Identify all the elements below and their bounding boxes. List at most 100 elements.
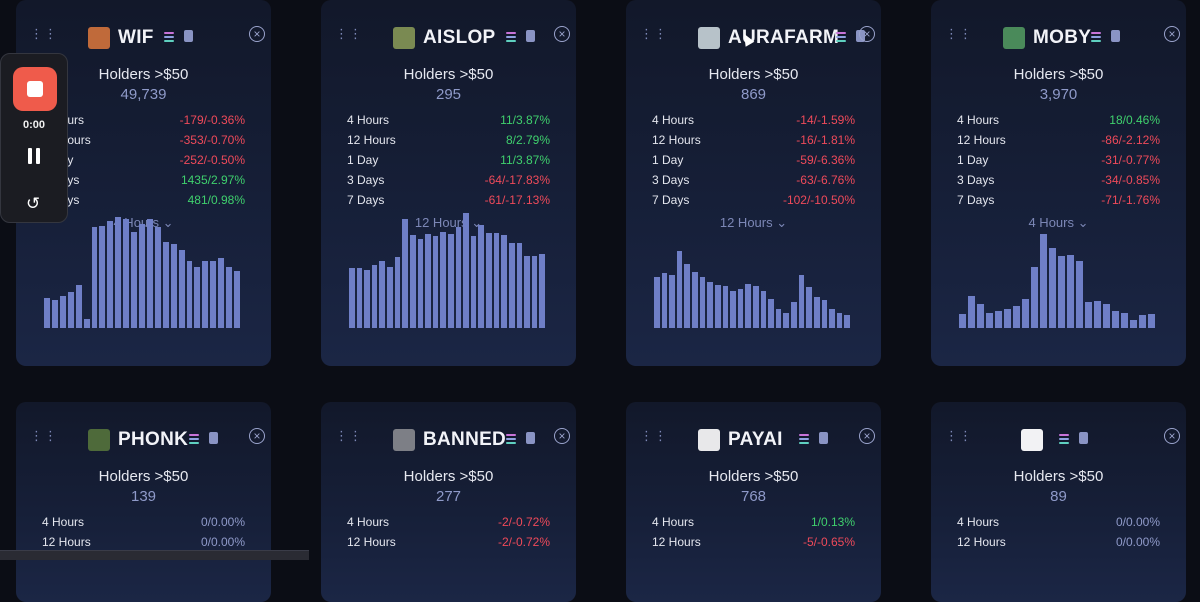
token-name[interactable]: AURAFARM bbox=[728, 27, 840, 48]
chart-bar bbox=[170, 244, 177, 328]
chart-bar bbox=[387, 266, 393, 328]
stop-recording-button[interactable] bbox=[13, 67, 57, 111]
chart-bar bbox=[75, 285, 82, 328]
chart-bar bbox=[356, 267, 363, 328]
change-row: 4 Hours 11/3.87% bbox=[321, 113, 576, 133]
change-value: 1435/2.97% bbox=[180, 173, 245, 187]
holders-label: Holders >$50 bbox=[1013, 66, 1104, 83]
menu-icon[interactable] bbox=[188, 434, 199, 444]
chart-bar bbox=[1085, 302, 1092, 328]
chart-bar bbox=[1139, 315, 1146, 328]
pause-recording-button[interactable] bbox=[28, 148, 40, 164]
close-icon[interactable]: × bbox=[554, 428, 570, 444]
period-label: 3 Days bbox=[347, 173, 385, 187]
holders-label: Holders >$50 bbox=[708, 468, 799, 485]
copy-icon[interactable] bbox=[1079, 432, 1088, 444]
token-name[interactable]: PHONK bbox=[118, 429, 189, 450]
change-value: 0/0.00% bbox=[200, 515, 245, 529]
drag-handle-icon[interactable]: ⋮⋮ bbox=[335, 428, 363, 443]
change-value: 0/0.00% bbox=[1115, 535, 1160, 549]
close-icon[interactable]: × bbox=[249, 428, 265, 444]
copy-icon[interactable] bbox=[1111, 30, 1120, 42]
chart-bar bbox=[1004, 309, 1011, 328]
token-name[interactable]: WIF bbox=[118, 27, 154, 48]
menu-icon[interactable] bbox=[1059, 434, 1069, 444]
close-icon[interactable]: × bbox=[1164, 428, 1180, 444]
period-label: 7 Days bbox=[347, 193, 385, 207]
period-label: 12 Hours bbox=[347, 535, 396, 549]
restart-recording-button[interactable]: ↺ bbox=[26, 195, 43, 212]
copy-icon[interactable] bbox=[526, 432, 535, 444]
holders-value: 869 bbox=[740, 86, 767, 103]
stop-icon bbox=[27, 81, 43, 97]
drag-handle-icon[interactable]: ⋮⋮ bbox=[335, 26, 363, 41]
period-select[interactable]: 12 Hours ⌄ bbox=[321, 215, 576, 231]
drag-handle-icon[interactable]: ⋮⋮ bbox=[640, 428, 668, 443]
change-row: 4 Hours 1/0.13% bbox=[626, 515, 881, 535]
token-name[interactable]: PAYAI bbox=[728, 429, 783, 450]
chart-bar bbox=[1013, 305, 1020, 328]
chart-bar bbox=[516, 243, 523, 328]
change-row: 12 Hours 8/2.79% bbox=[321, 133, 576, 153]
menu-icon[interactable] bbox=[836, 32, 846, 42]
token-card: ⋮⋮ AISLOP × Holders >$50 295 4 Hours 11/3.87% 1… bbox=[321, 0, 576, 366]
period-select[interactable]: 4 Hours ⌄ bbox=[931, 215, 1186, 231]
chart-bar bbox=[432, 236, 439, 328]
drag-handle-icon[interactable]: ⋮⋮ bbox=[640, 26, 668, 41]
chart-bar bbox=[59, 295, 66, 328]
close-icon[interactable]: × bbox=[1164, 26, 1180, 42]
close-icon[interactable]: × bbox=[249, 26, 265, 42]
chart-bar bbox=[1103, 303, 1110, 328]
period-select[interactable]: 12 Hours ⌄ bbox=[626, 215, 881, 231]
drag-handle-icon[interactable]: ⋮⋮ bbox=[30, 428, 58, 443]
change-value: -71/-1.76% bbox=[1101, 193, 1160, 207]
chart-bar bbox=[371, 265, 378, 328]
chart-bar bbox=[995, 310, 1002, 328]
period-label: 1 Day bbox=[957, 153, 989, 167]
token-name[interactable]: AISLOP bbox=[423, 27, 496, 48]
close-icon[interactable]: × bbox=[859, 26, 875, 42]
chart-bar bbox=[115, 216, 122, 328]
chart-bar bbox=[699, 276, 706, 328]
chart-bar bbox=[83, 318, 90, 328]
drag-handle-icon[interactable]: ⋮⋮ bbox=[945, 428, 973, 443]
chart-bar bbox=[813, 296, 820, 328]
chart-bar bbox=[760, 290, 767, 328]
close-icon[interactable]: × bbox=[859, 428, 875, 444]
change-row: 1 Day 11/3.87% bbox=[321, 153, 576, 173]
token-logo bbox=[698, 429, 720, 451]
holders-value: 768 bbox=[740, 488, 767, 505]
menu-icon[interactable] bbox=[798, 434, 809, 444]
holders-label: Holders >$50 bbox=[708, 66, 799, 83]
copy-icon[interactable] bbox=[818, 432, 828, 444]
chart-bar bbox=[714, 285, 721, 328]
close-icon[interactable]: × bbox=[554, 26, 570, 42]
chevron-down-icon: ⌄ bbox=[467, 215, 483, 230]
holders-value: 139 bbox=[130, 488, 157, 505]
change-row: 4 Hours 0/0.00% bbox=[16, 515, 271, 535]
holders-bar-chart bbox=[349, 198, 547, 328]
chart-bar bbox=[501, 235, 507, 328]
period-label: 4 Hours bbox=[652, 113, 695, 127]
change-row: 12 Hours -16/-1.81% bbox=[626, 133, 881, 153]
change-row: 7 Days -71/-1.76% bbox=[931, 193, 1186, 213]
copy-icon[interactable] bbox=[183, 30, 193, 42]
token-card: ⋮⋮ PHONK × Holders >$50 139 4 Hours 0/0.00% 12 … bbox=[16, 402, 271, 602]
change-value: -102/-10.50% bbox=[782, 193, 855, 207]
period-label: 1 Day bbox=[347, 153, 379, 167]
chart-bar bbox=[364, 270, 370, 328]
copy-icon[interactable] bbox=[526, 30, 535, 42]
drag-handle-icon[interactable]: ⋮⋮ bbox=[30, 26, 58, 41]
drag-handle-icon[interactable]: ⋮⋮ bbox=[945, 26, 973, 41]
copy-icon[interactable] bbox=[208, 432, 218, 444]
menu-icon[interactable] bbox=[506, 434, 516, 444]
menu-icon[interactable] bbox=[163, 32, 174, 42]
token-name[interactable]: MOBY bbox=[1033, 27, 1092, 48]
chart-bar bbox=[684, 264, 691, 328]
chart-bar bbox=[394, 257, 401, 328]
menu-icon[interactable] bbox=[1091, 32, 1101, 42]
period-label: 12 Hours bbox=[652, 535, 701, 549]
menu-icon[interactable] bbox=[506, 32, 516, 42]
token-name[interactable]: BANNED bbox=[423, 429, 507, 450]
status-url-bar bbox=[0, 550, 309, 560]
